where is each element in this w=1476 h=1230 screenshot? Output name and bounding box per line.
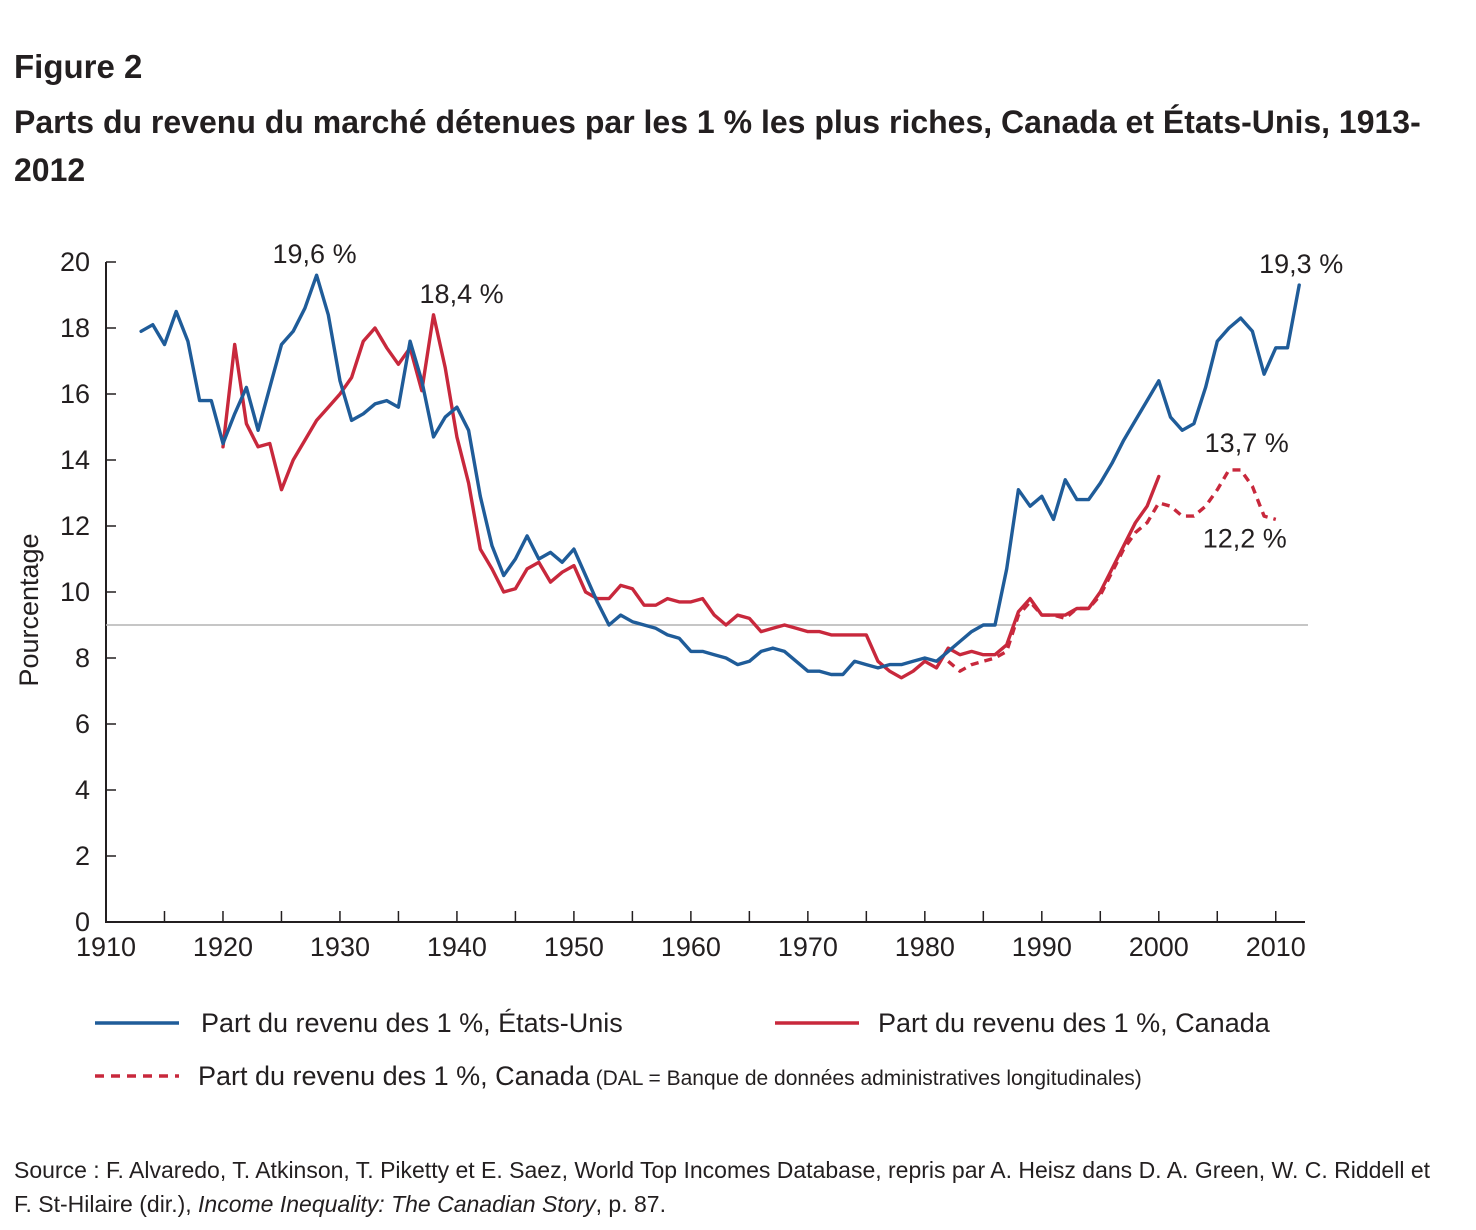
annotations: 19,6 % 18,4 % 19,3 % 13,7 % 12,2 %	[273, 239, 1344, 553]
legend-us-label: Part du revenu des 1 %, États-Unis	[201, 1008, 623, 1038]
x-tick-label: 1970	[778, 932, 838, 962]
source-note: Source : F. Alvaredo, T. Atkinson, T. Pi…	[14, 1153, 1454, 1221]
legend-canada-label: Part du revenu des 1 %, Canada	[878, 1008, 1271, 1038]
annotation-label: 18,4 %	[420, 279, 504, 309]
annotation-label: 13,7 %	[1205, 428, 1289, 458]
x-tick-label: 2010	[1246, 932, 1306, 962]
x-tick-label: 1920	[193, 932, 253, 962]
y-tick-label: 14	[60, 445, 90, 475]
y-tick-label: 0	[75, 907, 90, 937]
source-book-title: Income Inequality: The Canadian Story	[198, 1191, 596, 1217]
y-axis-title: Pourcentage	[14, 533, 44, 686]
source-prefix: Source : F. Alvaredo, T. Atkinson, T. Pi…	[14, 1157, 1431, 1217]
x-tick-label: 1910	[76, 932, 136, 962]
figure-label: Figure 2	[14, 48, 143, 85]
series-layer	[139, 273, 1301, 680]
x-tick-label: 1950	[544, 932, 604, 962]
y-tick-label: 16	[60, 379, 90, 409]
annotation-label: 19,3 %	[1259, 249, 1343, 279]
x-tick-label: 1980	[895, 932, 955, 962]
line-chart: 0 2 4 6 8 10 12 14 16 18 20 1910 1920 1930 1940 1950 196…	[14, 239, 1344, 1091]
x-tick-label: 1940	[427, 932, 487, 962]
y-tick-label: 20	[60, 247, 90, 277]
series-line-us	[139, 273, 1301, 677]
y-tick-label: 10	[60, 577, 90, 607]
axes: 0 2 4 6 8 10 12 14 16 18 20 1910 1920 1930 1940 1950 196…	[14, 247, 1308, 962]
annotation-label: 12,2 %	[1203, 523, 1287, 553]
source-suffix: , p. 87.	[595, 1191, 666, 1217]
y-tick-label: 12	[60, 511, 90, 541]
x-tick-label: 1990	[1012, 932, 1072, 962]
y-tick-label: 6	[75, 709, 90, 739]
legend-canada-dal-label: Part du revenu des 1 %, Canada (DAL = Ba…	[198, 1061, 1142, 1091]
series-line-canada	[221, 313, 1161, 680]
x-tick-label: 1930	[310, 932, 370, 962]
x-tick-label: 2000	[1129, 932, 1189, 962]
y-tick-label: 18	[60, 313, 90, 343]
y-tick-label: 2	[75, 841, 90, 871]
series-line-canada-dal	[947, 468, 1277, 673]
legend: Part du revenu des 1 %, États-Unis Part d…	[95, 1008, 1271, 1091]
legend-canada-dal-note: (DAL = Banque de données administratives…	[590, 1067, 1142, 1090]
chart-title: Parts du revenu du marché détenues par l…	[14, 104, 1421, 188]
x-tick-label: 1960	[661, 932, 721, 962]
annotation-label: 19,6 %	[273, 239, 357, 269]
y-tick-label: 4	[75, 775, 90, 805]
y-tick-label: 8	[75, 643, 90, 673]
